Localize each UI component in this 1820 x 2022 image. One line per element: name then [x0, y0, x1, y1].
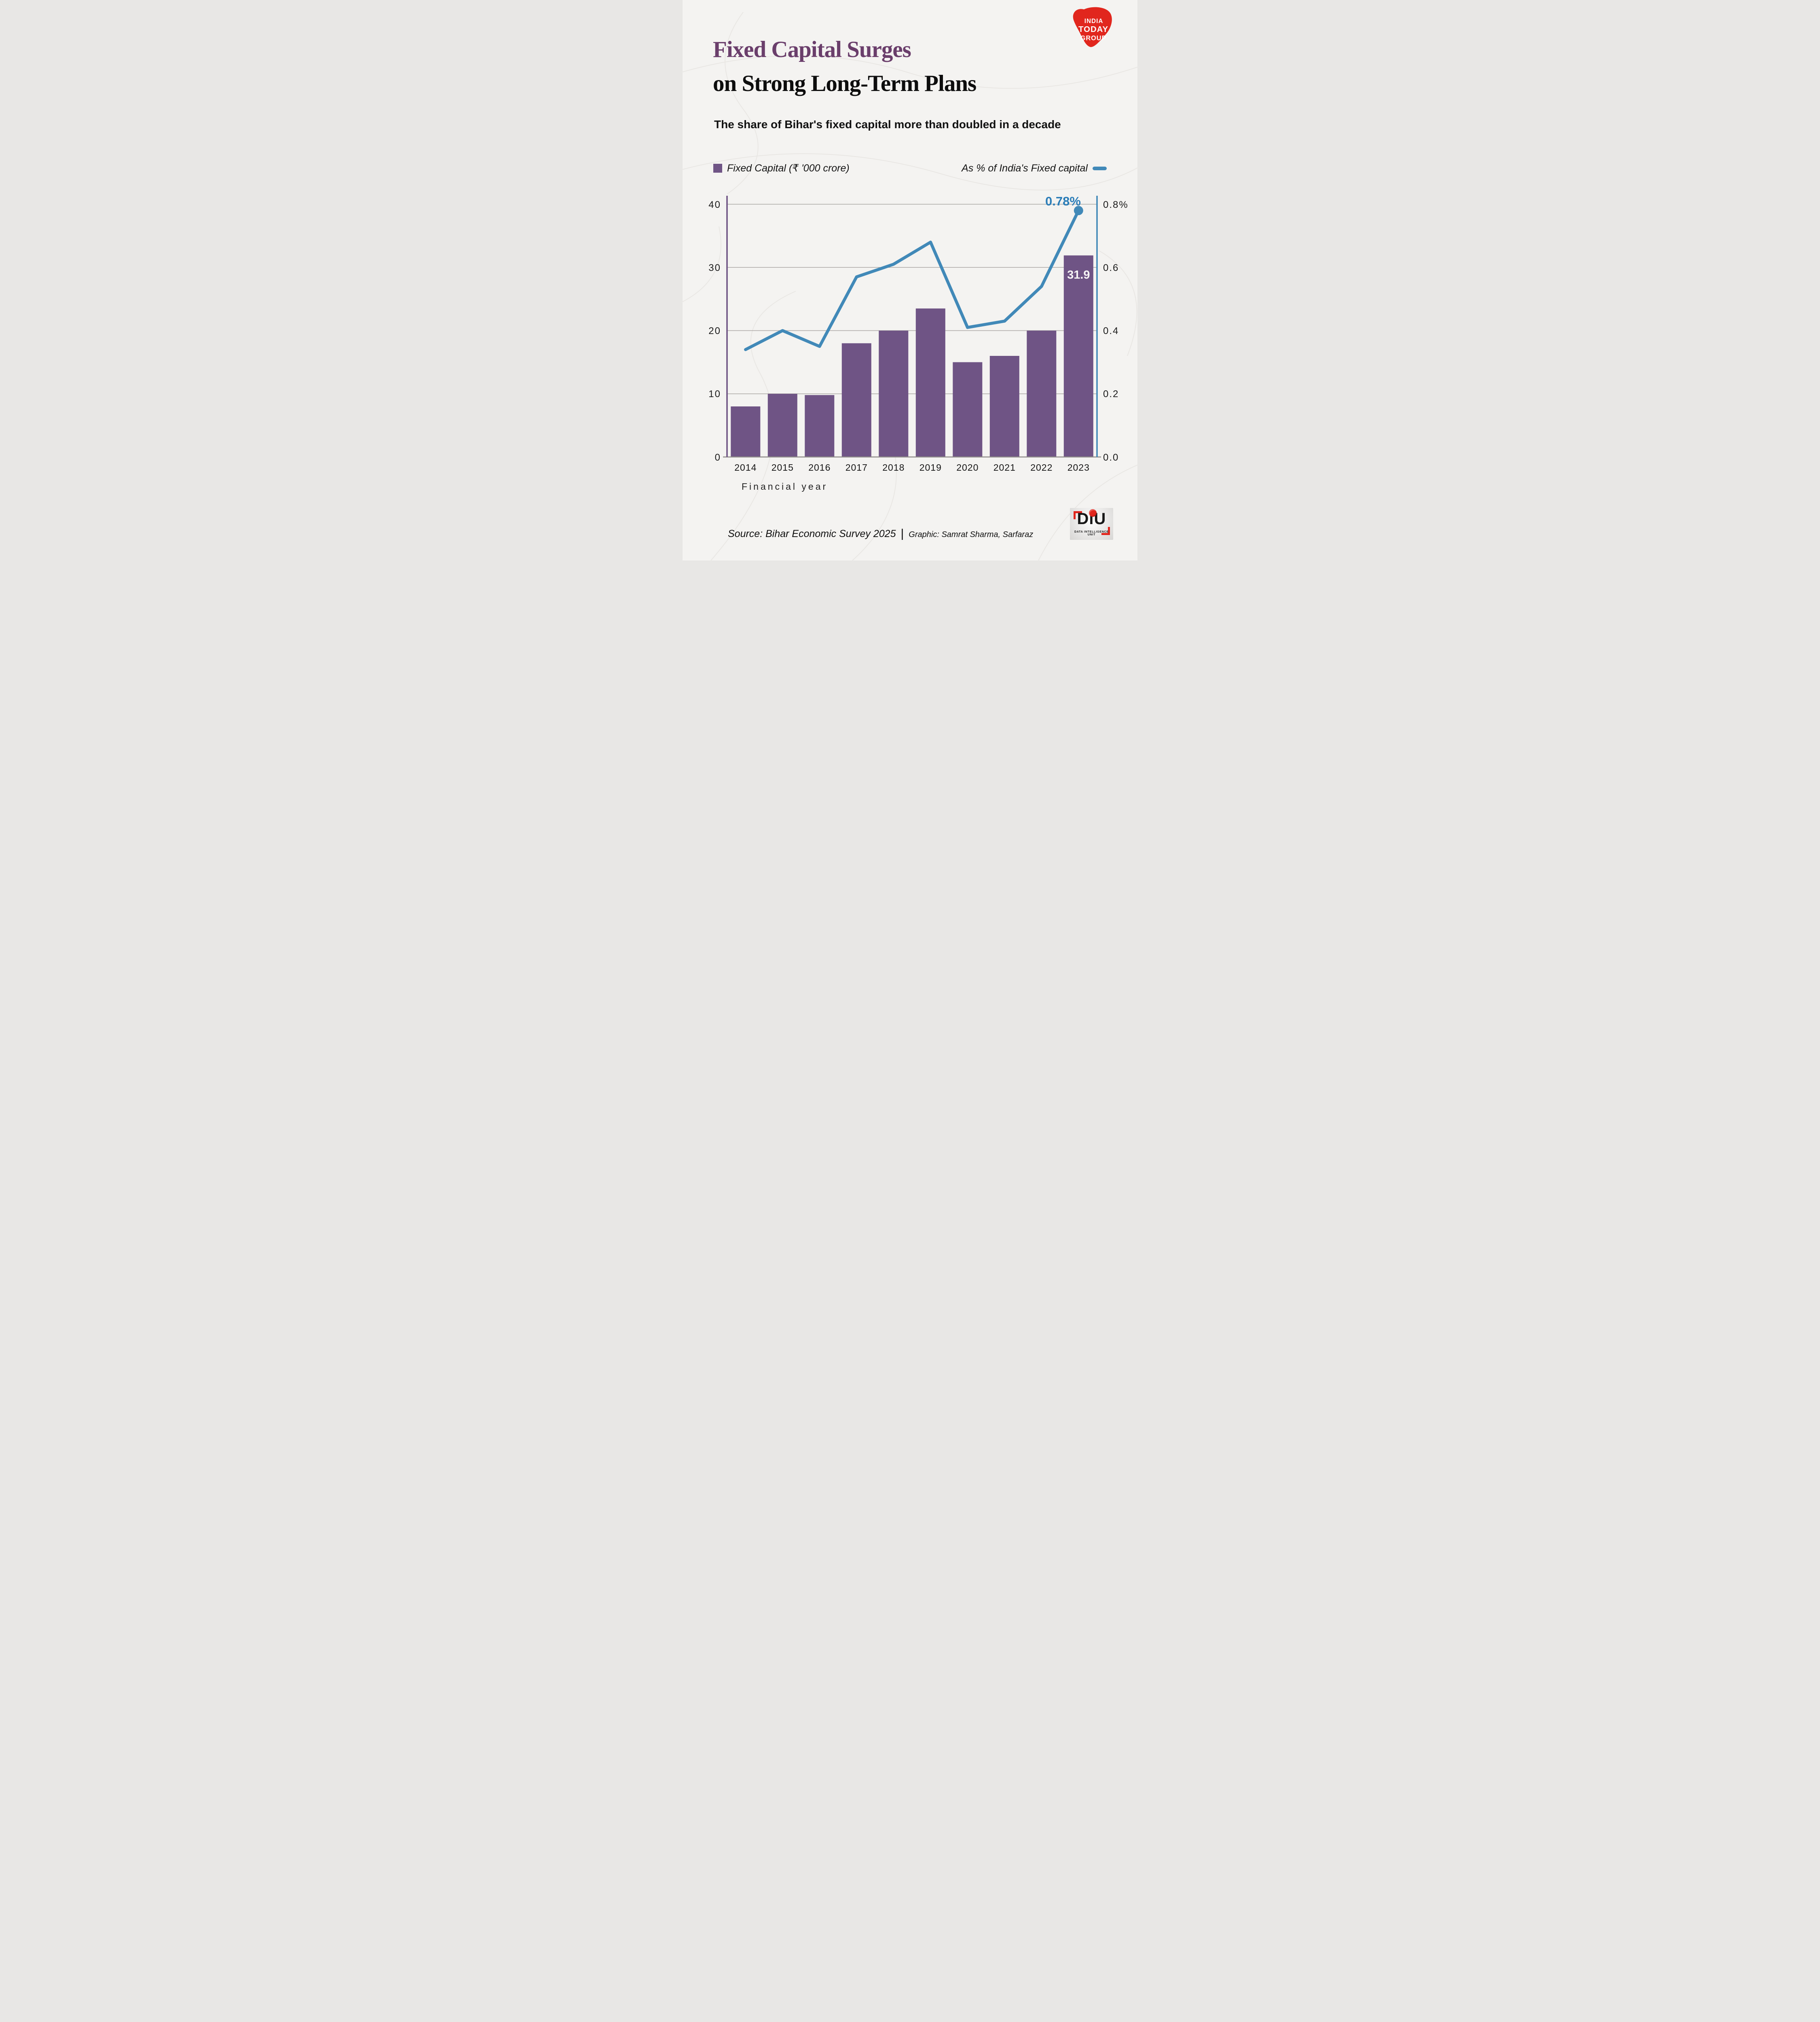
x-axis-label-2019: 2019	[920, 462, 942, 473]
x-axis-label-2014: 2014	[734, 462, 757, 473]
bar-2020	[953, 362, 983, 457]
x-axis-label-2015: 2015	[772, 462, 794, 473]
source-credit-line: Source: Bihar Economic Survey 2025 | Gra…	[728, 527, 1033, 540]
logo-line-group: GROUP	[1080, 34, 1107, 42]
bar-2017	[841, 343, 871, 457]
legend-line-label: As % of India's Fixed capital	[962, 162, 1088, 174]
x-axis-label-2016: 2016	[808, 462, 831, 473]
infographic-canvas: INDIA TODAY GROUP Fixed Capital Surges o…	[683, 0, 1137, 560]
india-today-group-logo: INDIA TODAY GROUP	[1073, 7, 1112, 47]
bar-2022	[1027, 330, 1057, 457]
line-end-marker	[1074, 206, 1083, 216]
chart-area: 0 10 20 30 40 0.0 0.2 0.4 0.6 0.8% 2014 …	[683, 190, 1137, 480]
page-subtitle: The share of Bihar's fixed capital more …	[714, 118, 1061, 131]
diu-bracket-bottom-right-icon	[1101, 527, 1110, 535]
diu-logo: DiU DATA INTELLIGENCE UNIT	[1070, 508, 1113, 540]
x-axis-labels: 2014 2015 2016 2017 2018 2019 2020 2021 …	[734, 462, 1090, 473]
diu-tagline: DATA INTELLIGENCE UNIT	[1074, 531, 1109, 536]
india-today-logo-shape	[1073, 7, 1112, 47]
logo-line-india: INDIA	[1084, 18, 1103, 25]
bar-2015	[767, 393, 797, 457]
logo-line-today: TODAY	[1078, 25, 1108, 34]
x-axis-label-2018: 2018	[882, 462, 905, 473]
bar-series	[731, 255, 1093, 457]
x-axis-label-2022: 2022	[1030, 462, 1053, 473]
left-axis-tick: 30	[708, 262, 721, 273]
bar-2014	[731, 406, 761, 457]
right-axis-ticks: 0.0 0.2 0.4 0.6 0.8%	[1103, 199, 1129, 463]
diu-bracket-top-left-icon	[1074, 511, 1082, 519]
diu-fingerprint-icon	[1089, 509, 1097, 517]
right-axis-tick: 0.2	[1103, 389, 1119, 400]
chart-legend: Fixed Capital (₹ '000 crore) As % of Ind…	[713, 162, 1107, 175]
bar-2019	[915, 308, 945, 457]
x-axis-label-2021: 2021	[993, 462, 1016, 473]
bar-2018	[879, 330, 909, 457]
page-title-accent: Fixed Capital Surges	[713, 37, 911, 62]
bar-series-swatch-icon	[713, 164, 722, 173]
x-axis-label-2020: 2020	[956, 462, 979, 473]
line-series-swatch-icon	[1093, 166, 1107, 170]
page-title-main: on Strong Long-Term Plans	[713, 71, 977, 96]
legend-item-line: As % of India's Fixed capital	[962, 163, 1107, 174]
left-axis-ticks: 0 10 20 30 40	[708, 199, 721, 463]
right-axis-tick: 0.8%	[1103, 199, 1129, 210]
x-axis-label-2017: 2017	[846, 462, 868, 473]
line-end-value-label: 0.78%	[1045, 194, 1081, 208]
credit-text: Graphic: Samrat Sharma, Sarfaraz	[909, 530, 1034, 539]
bar-2016	[805, 395, 835, 457]
left-axis-tick: 0	[715, 452, 721, 463]
left-axis-tick: 40	[708, 199, 721, 210]
right-axis-tick: 0.0	[1103, 452, 1119, 463]
x-axis-label-2023: 2023	[1067, 462, 1090, 473]
left-axis-tick: 20	[708, 326, 721, 336]
bar-2021	[989, 356, 1019, 457]
right-axis-tick: 0.6	[1103, 262, 1119, 273]
legend-item-bar: Fixed Capital (₹ '000 crore)	[713, 162, 850, 174]
combo-chart: 0 10 20 30 40 0.0 0.2 0.4 0.6 0.8% 2014 …	[708, 194, 1129, 473]
legend-bar-label: Fixed Capital (₹ '000 crore)	[727, 163, 850, 174]
source-separator: |	[900, 527, 904, 540]
x-axis-title: Financial year	[742, 481, 828, 492]
right-axis-tick: 0.4	[1103, 326, 1119, 336]
bar-2023	[1063, 255, 1093, 457]
left-axis-tick: 10	[708, 389, 721, 400]
last-bar-value-label: 31.9	[1067, 269, 1090, 281]
line-series	[744, 209, 1080, 351]
source-text: Source: Bihar Economic Survey 2025	[728, 528, 896, 539]
